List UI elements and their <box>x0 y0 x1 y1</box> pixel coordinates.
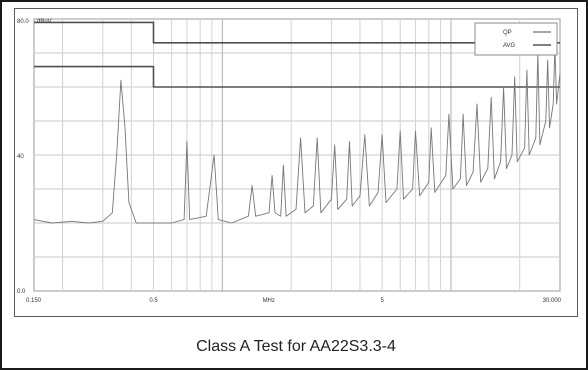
x-tick-label: MHz <box>263 298 275 304</box>
x-tick-label: 0.5 <box>149 298 158 304</box>
legend-label: QP <box>503 30 512 36</box>
y-tick-label: 0.0 <box>17 289 26 295</box>
limit-line-qp <box>34 21 560 44</box>
emi-chart: 80.0 dBuV 40 0.0 0.150 0.5 MHz 5 30.000 QP AVG <box>14 8 578 317</box>
x-tick-label: 5 <box>380 298 384 304</box>
limit-line-avg <box>34 65 560 88</box>
measurement-trace <box>33 45 561 224</box>
y-tick-label: 80.0 <box>17 19 29 25</box>
figure-caption: Class A Test for AA22S3.3-4 <box>196 338 396 355</box>
x-tick-label: 30.000 <box>543 298 562 304</box>
x-tick-label: 0.150 <box>26 298 42 304</box>
legend-box <box>474 22 558 56</box>
y-tick-label: 40 <box>17 154 24 160</box>
legend-label: AVG <box>503 43 516 49</box>
